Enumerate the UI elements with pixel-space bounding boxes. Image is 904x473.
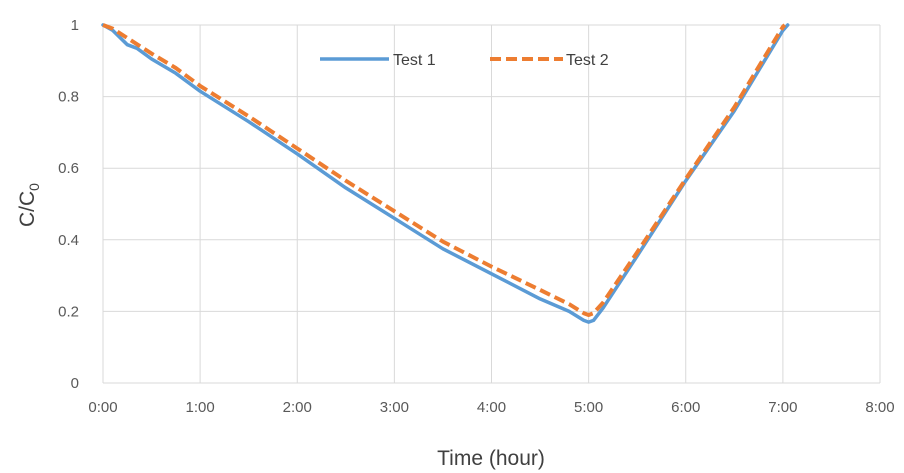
- x-tick-label: 2:00: [283, 399, 312, 416]
- y-tick-label: 0.8: [58, 89, 79, 106]
- y-axis-title-subscript: 0: [26, 183, 42, 191]
- x-tick-label: 8:00: [865, 399, 894, 416]
- legend-label-test-2: Test 2: [566, 52, 609, 69]
- legend: Test 1 Test 2: [320, 52, 609, 69]
- x-tick-label: 1:00: [186, 399, 215, 416]
- series-line-test-1: [101, 23, 790, 324]
- x-axis-title: Time (hour): [437, 447, 545, 470]
- x-tick-label: 3:00: [380, 399, 409, 416]
- x-tick-label: 5:00: [574, 399, 603, 416]
- y-axis-title: C/C0: [16, 183, 42, 227]
- grid: [102, 24, 881, 384]
- y-tick-label: 0.2: [58, 303, 79, 320]
- x-axis-ticks: 0:00 1:00 2:00 3:00 4:00 5:00 6:00 7:00 8:00: [88, 399, 894, 416]
- x-tick-label: 4:00: [477, 399, 506, 416]
- y-tick-label: 0.4: [58, 232, 79, 249]
- y-tick-label: 0.6: [58, 160, 79, 177]
- y-axis-title-main: C/C: [16, 191, 39, 227]
- series-line-test-2: [102, 23, 787, 317]
- x-tick-label: 6:00: [671, 399, 700, 416]
- legend-label-test-1: Test 1: [393, 52, 436, 69]
- x-tick-label: 7:00: [768, 399, 797, 416]
- y-axis-ticks: 0 0.2 0.4 0.6 0.8 1: [58, 17, 79, 392]
- series-group: [101, 23, 790, 324]
- y-tick-label: 0: [71, 375, 79, 392]
- y-tick-label: 1: [71, 17, 79, 34]
- x-tick-label: 0:00: [88, 399, 117, 416]
